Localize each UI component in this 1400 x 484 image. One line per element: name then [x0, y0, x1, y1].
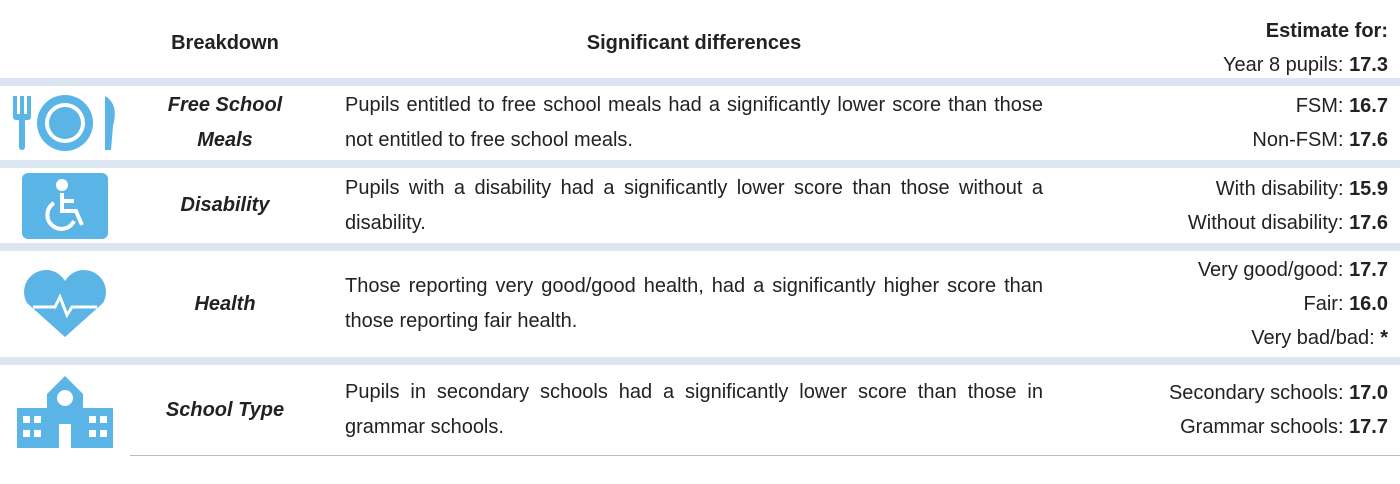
difference-text: Those reporting very good/good health, h…	[345, 275, 1043, 332]
row: Disability Pupils with a disability had a…	[0, 168, 1400, 243]
estimate-value: *	[1380, 327, 1388, 349]
estimate-value: 15.9	[1349, 177, 1388, 200]
header-differences: Significant differences	[586, 32, 802, 54]
overall-estimate: Year 8 pupils: 17.3	[1223, 48, 1388, 82]
bottom-rule	[130, 455, 1400, 456]
estimates: With disability: 15.9 Without disability:…	[1188, 172, 1388, 240]
estimate-label: Fair:	[1303, 293, 1344, 315]
estimate-label: Very bad/bad:	[1251, 327, 1375, 349]
icon-cell	[0, 251, 130, 357]
estimate: Very bad/bad: *	[1198, 321, 1388, 355]
separator	[0, 160, 1400, 168]
estimate: Secondary schools: 17.0	[1169, 376, 1388, 410]
health-icon	[24, 270, 106, 337]
estimate-label: Year 8 pupils:	[1223, 54, 1344, 76]
breakdown: Disability	[180, 194, 270, 216]
estimate: With disability: 15.9	[1188, 172, 1388, 206]
estimate-label: Secondary schools:	[1168, 382, 1344, 404]
difference-text: Pupils with a disability had a significa…	[345, 176, 1043, 234]
estimate-value: 16.0	[1349, 293, 1388, 315]
estimate: Without disability: 17.6	[1188, 206, 1388, 240]
estimate-label: With disability:	[1215, 177, 1344, 200]
estimate-value: 16.7	[1349, 95, 1388, 117]
estimate-label: Very good/good:	[1197, 259, 1344, 281]
estimates: Secondary schools: 17.0 Grammar schools: …	[1169, 376, 1388, 444]
estimate-label: Grammar schools:	[1180, 416, 1344, 438]
estimate: Very good/good: 17.7	[1198, 253, 1388, 287]
estimate-label: FSM:	[1295, 95, 1344, 117]
estimate-label: Without disability:	[1187, 211, 1344, 234]
icon-cell	[0, 86, 130, 160]
header-breakdown: Breakdown	[171, 32, 279, 54]
estimate-for: Estimate for:	[1265, 20, 1388, 42]
breakdown: School Type	[165, 398, 285, 421]
estimate: Grammar schools: 17.7	[1169, 410, 1388, 444]
estimate: FSM: 16.7	[1252, 89, 1388, 123]
estimates: FSM: 16.7 Non-FSM: 17.6	[1252, 89, 1388, 157]
disability-icon	[22, 172, 108, 239]
school-icon	[17, 376, 113, 448]
separator	[0, 357, 1400, 365]
icon-cell	[0, 365, 130, 455]
estimate-value: 17.6	[1349, 211, 1388, 234]
estimate-value: 17.0	[1349, 382, 1388, 404]
estimate: Non-FSM: 17.6	[1252, 123, 1388, 157]
icon-cell	[0, 168, 130, 243]
difference-text: Pupils entitled to free school meals had…	[345, 94, 1043, 151]
estimate-label: Non-FSM:	[1252, 129, 1344, 151]
row: Free School Meals Pupils entitled to free…	[0, 86, 1400, 160]
separator	[0, 78, 1400, 86]
breakdown: Free School Meals	[167, 94, 283, 151]
separator	[0, 243, 1400, 251]
row: School Type Pupils in secondary schools h…	[0, 365, 1400, 455]
estimate: Fair: 16.0	[1198, 287, 1389, 321]
header-estimate: Estimate for: Year 8 pupils: 17.3	[1223, 14, 1388, 82]
difference-text: Pupils in secondary schools had a signif…	[345, 381, 1043, 438]
estimate-value: 17.6	[1349, 129, 1388, 151]
estimate-value: 17.7	[1349, 259, 1388, 281]
estimate-value: 17.7	[1349, 416, 1388, 438]
meal-icon	[13, 95, 115, 151]
row: Health Those reporting very good/good hea…	[0, 251, 1400, 357]
breakdown: Health	[194, 292, 256, 315]
estimate-value: 17.3	[1349, 54, 1388, 76]
estimates: Very good/good: 17.7 Fair: 16.0 Very bad/b…	[1198, 253, 1388, 355]
